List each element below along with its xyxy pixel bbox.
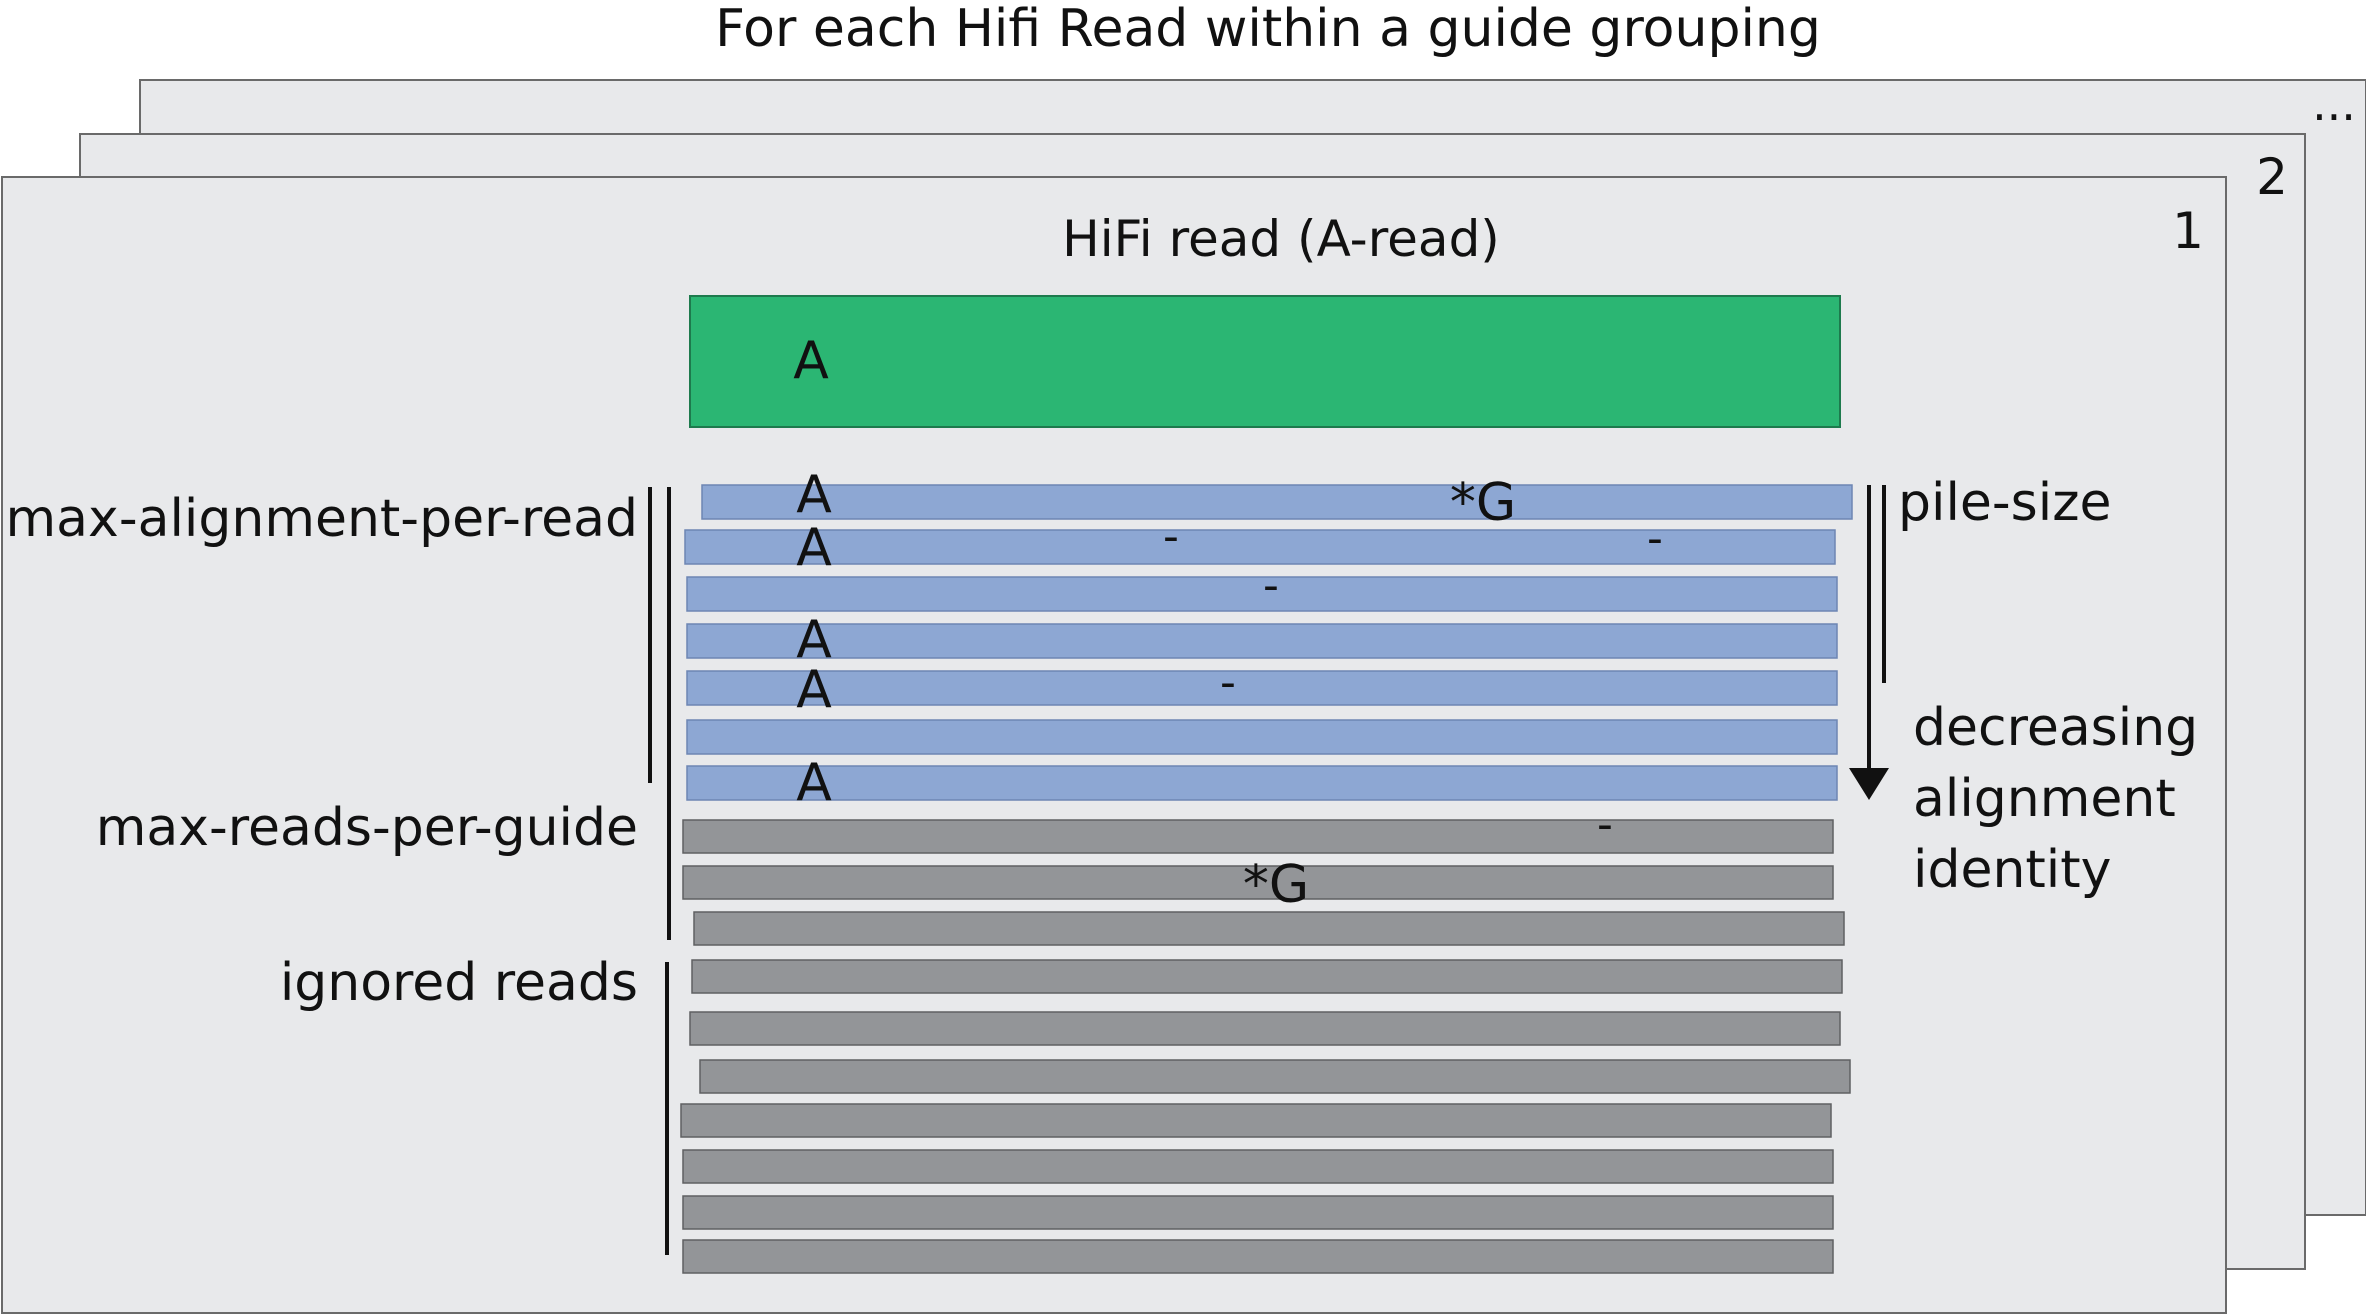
read-marks: A A A A A *G *G - - - - - <box>796 465 1663 915</box>
gray-read <box>689 1011 1841 1046</box>
max-reads-label: max-reads-per-guide <box>96 798 638 858</box>
middle-panel-label: 2 <box>2256 148 2288 206</box>
hifi-read-title: HiFi read (A-read) <box>1062 210 1500 268</box>
alignment-label: alignment <box>1913 769 2176 829</box>
gray-read <box>682 1195 1834 1230</box>
star-g-mark: *G <box>1243 855 1309 915</box>
gray-read <box>699 1059 1851 1094</box>
aligned-read <box>701 484 1853 520</box>
ignored-reads-label: ignored reads <box>280 953 638 1013</box>
diagram-title: For each Hifi Read within a guide groupi… <box>715 0 1821 59</box>
aligned-read <box>686 670 1838 706</box>
gray-read <box>682 1149 1834 1184</box>
hifi-read-bar <box>689 295 1841 428</box>
gap-mark: - <box>1597 799 1613 850</box>
base-a-mark: A <box>796 660 832 720</box>
decreasing-arrow-head <box>1849 768 1889 800</box>
front-panel-label: 1 <box>2172 202 2204 260</box>
gray-read <box>680 1103 1832 1138</box>
gap-mark: - <box>1163 511 1179 562</box>
identity-label: identity <box>1913 840 2111 900</box>
aligned-read <box>686 765 1838 801</box>
decreasing-label: decreasing <box>1913 698 2198 758</box>
star-g-mark: *G <box>1450 473 1516 533</box>
gray-read <box>691 959 1843 994</box>
pile-size-label: pile-size <box>1898 473 2111 533</box>
back-panel-label: ... <box>2312 77 2356 131</box>
base-a-mark: A <box>796 518 832 578</box>
aligned-read <box>684 529 1836 565</box>
gray-read <box>693 911 1845 946</box>
aligned-reads <box>684 484 1853 801</box>
max-alignment-label: max-alignment-per-read <box>6 489 638 549</box>
aligned-read <box>686 576 1838 612</box>
gap-mark: - <box>1647 513 1663 564</box>
base-a-mark: A <box>796 610 832 670</box>
gray-read <box>682 1239 1834 1274</box>
aligned-read <box>686 623 1838 659</box>
base-a-mark: A <box>796 465 832 525</box>
aligned-read <box>686 719 1838 755</box>
hifi-read-base: A <box>793 331 829 391</box>
gray-read <box>682 819 1834 854</box>
gap-mark: - <box>1220 657 1236 708</box>
gap-mark: - <box>1263 560 1279 611</box>
gray-reads <box>680 819 1851 1274</box>
gray-read <box>682 865 1834 900</box>
base-a-mark: A <box>796 753 832 813</box>
